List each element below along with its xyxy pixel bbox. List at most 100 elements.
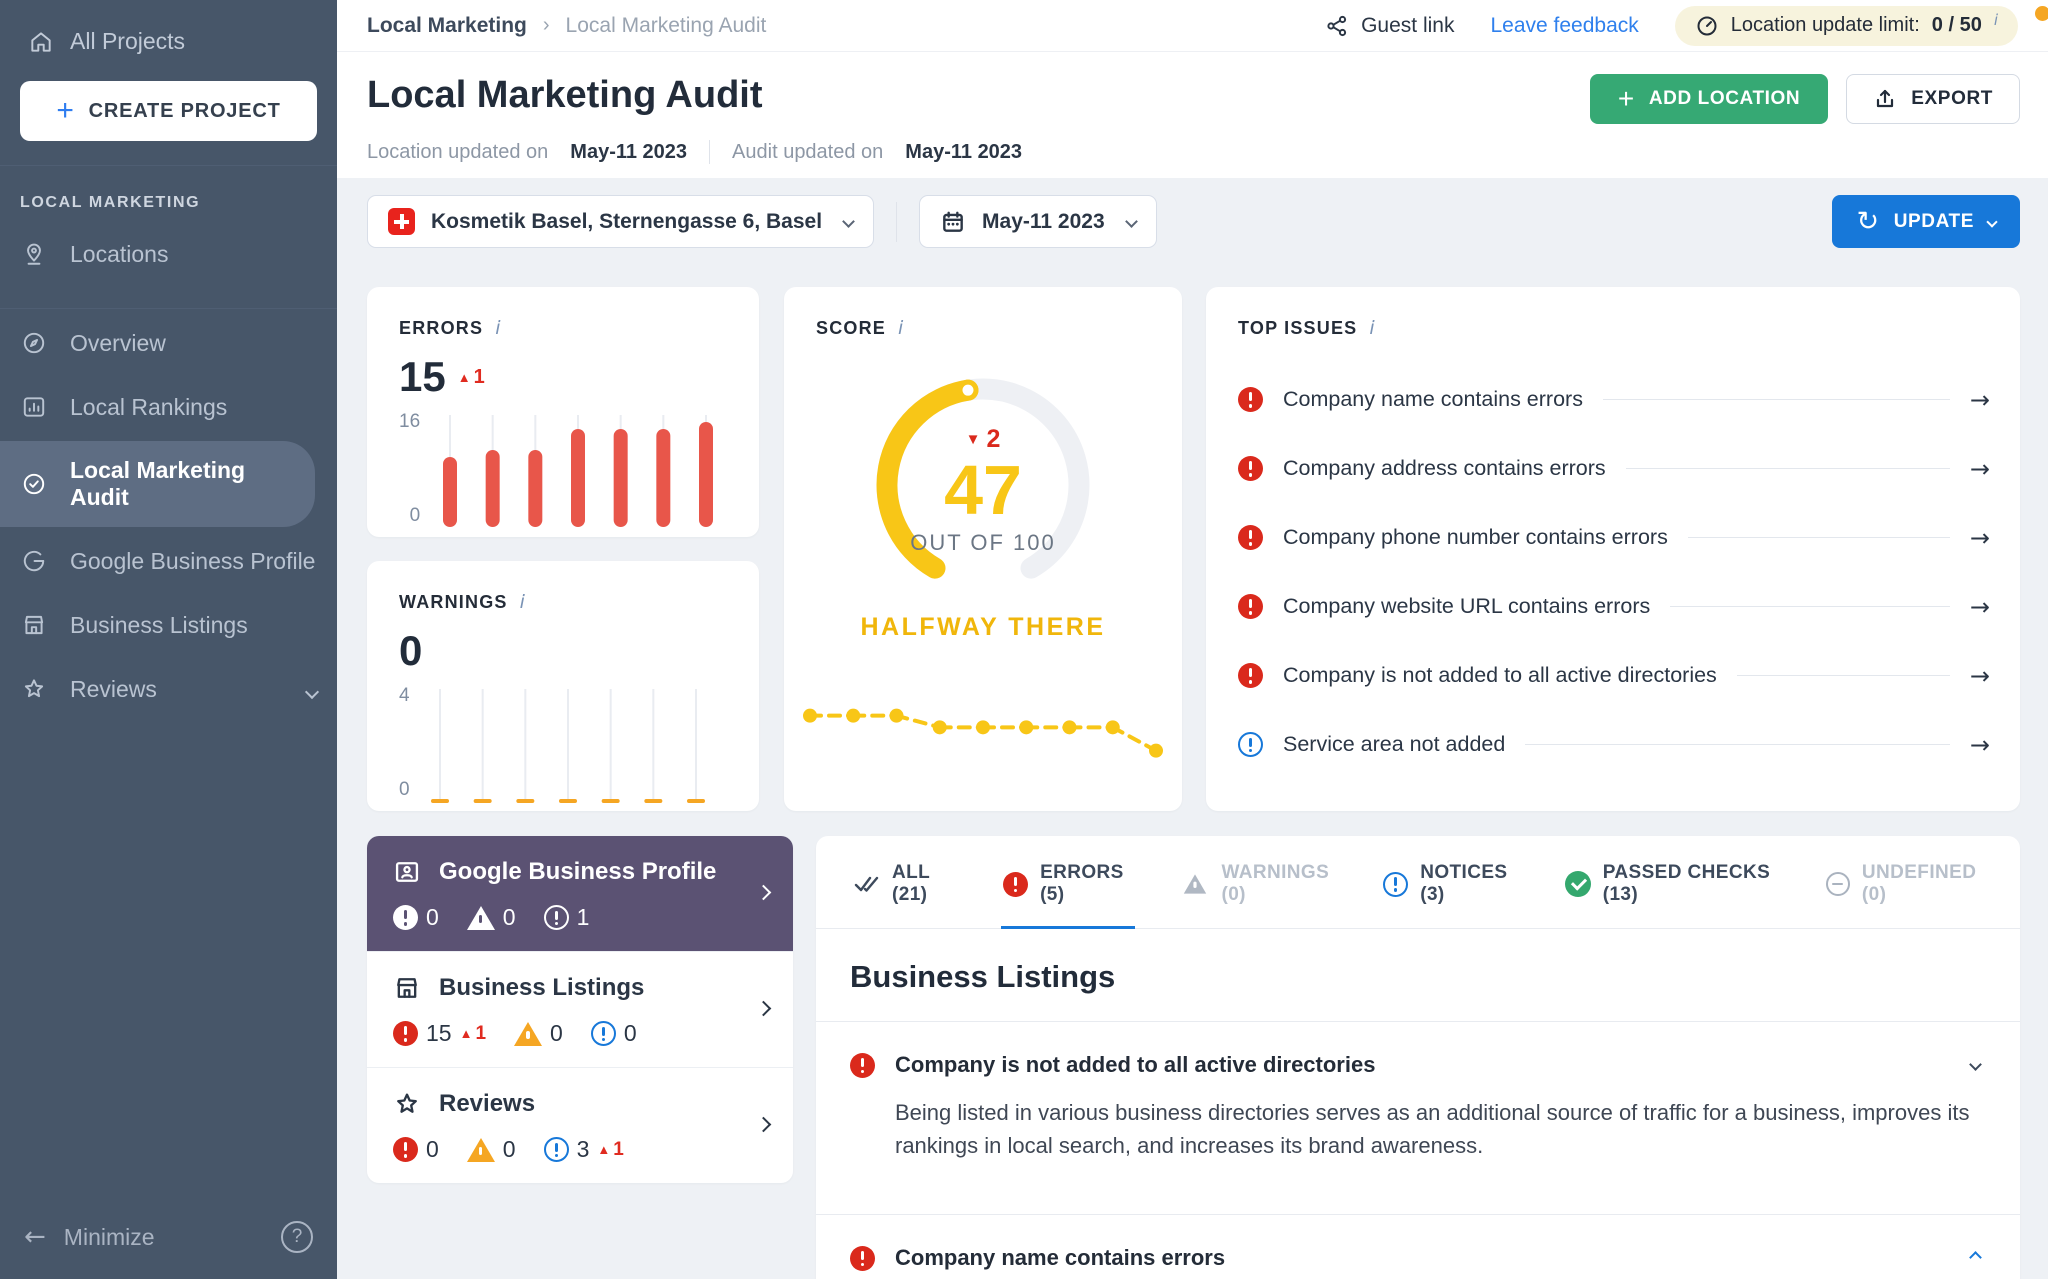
calendar-icon bbox=[940, 209, 966, 235]
all-projects-label: All Projects bbox=[70, 28, 185, 55]
axis-min: 0 bbox=[399, 505, 420, 527]
arrow-right-icon[interactable]: → bbox=[1970, 731, 1990, 759]
sidebar-item-local-rankings[interactable]: Local Rankings bbox=[0, 377, 337, 437]
tab-undefined[interactable]: UNDEFINED (0) bbox=[1824, 836, 1984, 929]
sidebar: All Projects + CREATE PROJECT LOCAL MARK… bbox=[0, 0, 337, 1279]
sidebar-item-locations[interactable]: Locations bbox=[0, 224, 337, 284]
create-project-label: CREATE PROJECT bbox=[89, 100, 281, 123]
sidebar-item-overview[interactable]: Overview bbox=[0, 313, 337, 373]
notice-icon bbox=[544, 905, 569, 930]
top-issue-label: Company phone number contains errors bbox=[1283, 525, 1668, 550]
error-icon bbox=[393, 1021, 418, 1046]
sidebar-item-label: Local Rankings bbox=[70, 394, 227, 421]
section-title: Business Listings bbox=[439, 974, 644, 1002]
info-icon[interactable]: i bbox=[1369, 317, 1374, 339]
sidebar-item-label: Local Marketing Audit bbox=[70, 457, 295, 511]
tab-passed-checks[interactable]: PASSED CHECKS (13) bbox=[1563, 836, 1780, 929]
minimize-button[interactable]: ← Minimize bbox=[24, 1222, 155, 1252]
date-select[interactable]: May-11 2023 bbox=[919, 195, 1157, 248]
chevron-right-icon bbox=[758, 885, 769, 903]
sidebar-item-all-projects[interactable]: All Projects bbox=[20, 24, 317, 59]
minimize-label: Minimize bbox=[64, 1224, 155, 1251]
errors-value: 15 bbox=[399, 353, 446, 401]
swiss-flag-icon bbox=[388, 208, 415, 235]
tab-all[interactable]: ALL (21) bbox=[852, 836, 957, 929]
breadcrumb-current: Local Marketing Audit bbox=[566, 14, 767, 38]
plus-icon: + bbox=[56, 96, 74, 126]
arrow-right-icon[interactable]: → bbox=[1970, 662, 1990, 690]
store-icon bbox=[20, 611, 48, 639]
top-issue-row[interactable]: Service area not added → bbox=[1238, 710, 1990, 779]
breadcrumb-separator-icon: › bbox=[543, 14, 550, 37]
chevron-down-icon[interactable] bbox=[307, 676, 317, 703]
check-item-description: Being listed in various business directo… bbox=[895, 1096, 1975, 1162]
warnings-card: WARNINGS i 0 4 0 bbox=[367, 561, 759, 811]
audit-updated-label: Audit updated on bbox=[732, 141, 883, 164]
top-issue-row[interactable]: Company name contains errors → bbox=[1238, 365, 1990, 434]
store-icon bbox=[393, 974, 421, 1002]
sidebar-item-label: Reviews bbox=[70, 676, 157, 703]
score-card-label: SCORE bbox=[816, 318, 886, 339]
info-icon[interactable]: i bbox=[898, 317, 903, 339]
section-google-business-profile[interactable]: Google Business Profile 0 0 1 bbox=[367, 836, 793, 951]
section-business-listings[interactable]: Business Listings 15▲1 0 0 bbox=[367, 951, 793, 1067]
add-location-button[interactable]: + ADD LOCATION bbox=[1590, 74, 1828, 124]
arrow-right-icon[interactable]: → bbox=[1970, 455, 1990, 483]
top-issue-label: Company website URL contains errors bbox=[1283, 594, 1650, 619]
guest-link-button[interactable]: Guest link bbox=[1325, 14, 1454, 38]
tab-notices[interactable]: NOTICES (3) bbox=[1381, 836, 1518, 929]
error-icon bbox=[1238, 525, 1263, 550]
score-card: SCORE i ▼2 47 OUT OF 100 HALFWAY THERE bbox=[784, 287, 1182, 811]
notice-count: 0 bbox=[591, 1020, 637, 1047]
info-icon[interactable]: i bbox=[495, 317, 500, 339]
error-icon bbox=[1238, 594, 1263, 619]
leave-feedback-link[interactable]: Leave feedback bbox=[1490, 14, 1638, 38]
chevron-down-icon bbox=[1986, 216, 1997, 227]
tab-label: UNDEFINED (0) bbox=[1862, 862, 1982, 906]
divider bbox=[896, 202, 897, 242]
update-button[interactable]: ↻ UPDATE bbox=[1832, 195, 2020, 248]
chevron-up-icon[interactable] bbox=[1971, 1249, 1980, 1267]
tab-errors[interactable]: ERRORS (5) bbox=[1001, 836, 1135, 929]
create-project-button[interactable]: + CREATE PROJECT bbox=[20, 81, 317, 141]
section-reviews[interactable]: Reviews 0 0 3▲1 bbox=[367, 1067, 793, 1183]
chevron-down-icon[interactable] bbox=[1971, 1056, 1980, 1074]
notice-icon bbox=[591, 1021, 616, 1046]
checks-tabs: ALL (21) ERRORS (5) WARNINGS (0) NOTICES… bbox=[816, 836, 2020, 929]
sidebar-item-business-listings[interactable]: Business Listings bbox=[0, 595, 337, 655]
breadcrumb-project[interactable]: Local Marketing bbox=[367, 14, 527, 38]
export-button[interactable]: EXPORT bbox=[1846, 74, 2020, 124]
top-issues-card: TOP ISSUES i Company name contains error… bbox=[1206, 287, 2020, 811]
arrow-right-icon[interactable]: → bbox=[1970, 524, 1990, 552]
sidebar-section-label: LOCAL MARKETING bbox=[0, 166, 337, 220]
top-issue-row[interactable]: Company website URL contains errors → bbox=[1238, 572, 1990, 641]
top-issue-row[interactable]: Company phone number contains errors → bbox=[1238, 503, 1990, 572]
top-issue-row[interactable]: Company is not added to all active direc… bbox=[1238, 641, 1990, 710]
google-icon bbox=[20, 547, 48, 575]
error-count: 15▲1 bbox=[393, 1020, 486, 1047]
location-select[interactable]: Kosmetik Basel, Sternengasse 6, Basel bbox=[367, 195, 874, 248]
chevron-down-icon bbox=[1125, 215, 1138, 228]
divider bbox=[1688, 537, 1950, 538]
sidebar-item-google-business-profile[interactable]: Google Business Profile bbox=[0, 531, 337, 591]
info-icon[interactable]: i bbox=[520, 591, 525, 613]
arrow-right-icon[interactable]: → bbox=[1970, 593, 1990, 621]
page-header: Local Marketing Audit Location updated o… bbox=[337, 52, 2048, 178]
tab-warnings[interactable]: WARNINGS (0) bbox=[1179, 836, 1337, 929]
help-icon[interactable]: ? bbox=[281, 1221, 313, 1253]
info-icon[interactable]: i bbox=[1994, 11, 1998, 29]
arrow-right-icon[interactable]: → bbox=[1970, 386, 1990, 414]
updated-dates: Location updated on May-11 2023 Audit up… bbox=[367, 140, 1022, 164]
top-issue-row[interactable]: Company address contains errors → bbox=[1238, 434, 1990, 503]
check-item-title: Company is not added to all active direc… bbox=[895, 1052, 1375, 1078]
sidebar-item-reviews[interactable]: Reviews bbox=[0, 659, 337, 719]
sidebar-item-local-marketing-audit[interactable]: Local Marketing Audit bbox=[0, 441, 315, 527]
guest-link-label: Guest link bbox=[1361, 14, 1454, 38]
chevron-right-icon bbox=[758, 1117, 769, 1135]
top-issue-label: Company is not added to all active direc… bbox=[1283, 663, 1717, 688]
date-select-value: May-11 2023 bbox=[982, 210, 1105, 234]
error-icon bbox=[850, 1053, 875, 1078]
section-title: Reviews bbox=[439, 1090, 535, 1118]
sidebar-item-label: Google Business Profile bbox=[70, 548, 315, 575]
notification-dot bbox=[2035, 6, 2048, 21]
